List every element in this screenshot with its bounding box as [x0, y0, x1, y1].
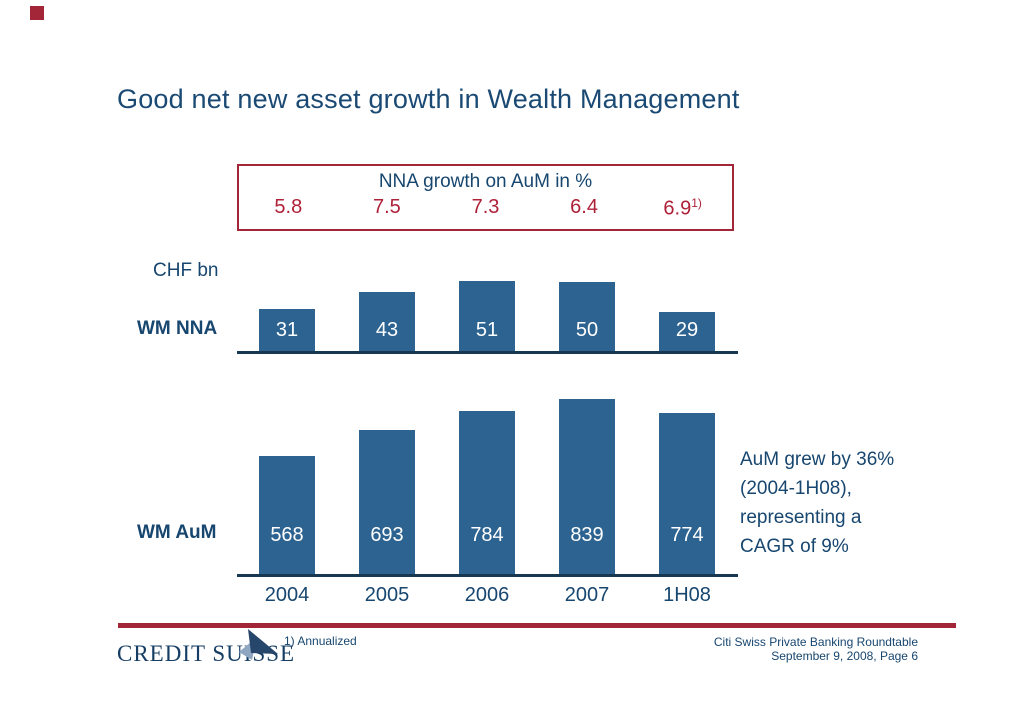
footer-line-1: Citi Swiss Private Banking Roundtable [713, 635, 918, 649]
bar-value-label: 31 [275, 319, 299, 341]
x-axis-label: 2005 [364, 584, 410, 606]
nna-growth-value: 7.5 [372, 196, 401, 218]
footer-divider-rule [118, 623, 956, 628]
bar-value-label: 839 [570, 524, 604, 546]
bar [459, 411, 515, 576]
footer-text: Citi Swiss Private Banking Roundtable Se… [714, 635, 918, 663]
bar [559, 282, 615, 353]
credit-suisse-sail-icon [239, 629, 278, 660]
bar-value-label: 51 [475, 319, 499, 341]
annotation-line: (2004-1H08), [740, 478, 852, 499]
nna-growth-value: 6.91) [663, 196, 702, 220]
bar [259, 456, 315, 576]
footer-line-2: September 9, 2008, Page 6 [771, 649, 918, 663]
bar-value-label: 50 [575, 319, 599, 341]
nna-growth-box-title: NNA growth on AuM in % [378, 171, 593, 192]
bar [559, 399, 615, 576]
bar [659, 413, 715, 576]
bar [459, 281, 515, 353]
annotation-line: CAGR of 9% [740, 536, 849, 557]
bar-value-label: 29 [675, 319, 699, 341]
x-axis-label: 2007 [564, 584, 610, 606]
footnote-annualized: 1) Annualized [284, 634, 357, 648]
series-label-wm-nna: WM NNA [137, 318, 218, 339]
nna-growth-values-row: 5.8 7.5 7.3 6.4 6.91) [239, 196, 732, 221]
series-label-wm-aum: WM AuM [137, 522, 217, 543]
bar-value-label: 784 [470, 524, 504, 546]
bar [359, 430, 415, 576]
annotation-line: AuM grew by 36% [740, 449, 895, 470]
slide-title: Good net new asset growth in Wealth Mana… [117, 84, 740, 114]
footnote-marker: 1) [691, 196, 702, 210]
nna-growth-value: 7.3 [471, 196, 500, 218]
corner-red-square [30, 6, 44, 20]
bar [659, 312, 715, 353]
aum-growth-annotation: AuM grew by 36% (2004-1H08), representing … [740, 445, 960, 561]
x-axis-label: 2006 [464, 584, 510, 606]
nna-growth-value: 5.8 [274, 196, 303, 218]
nna-growth-box: NNA growth on AuM in % 5.8 7.5 7.3 6.4 6.91) [237, 164, 734, 231]
nna-axis-line [237, 351, 738, 354]
aum-axis-line [237, 574, 738, 577]
annotation-line: representing a [740, 507, 862, 528]
bar [359, 292, 415, 353]
x-axis-category-labels: 2004 2005 2006 2007 1H08 [237, 584, 737, 607]
bar-value-label: 568 [270, 524, 304, 546]
bar-value-label: 43 [375, 319, 399, 341]
x-axis-label: 1H08 [663, 584, 711, 606]
x-axis-label: 2004 [264, 584, 310, 606]
bar-value-label: 693 [370, 524, 404, 546]
unit-label: CHF bn [153, 260, 219, 281]
bar-value-label: 774 [670, 524, 704, 546]
bar [259, 309, 315, 353]
nna-growth-value: 6.4 [570, 196, 598, 218]
